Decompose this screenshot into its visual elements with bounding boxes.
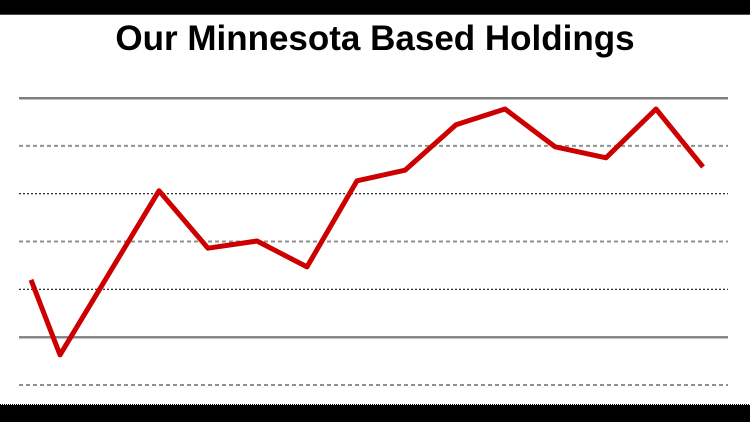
bottom-letterbox-bar [0, 405, 750, 422]
top-letterbox-bar [0, 0, 750, 15]
gif-dither-edge [0, 404, 750, 405]
holdings-series-line [28, 106, 705, 358]
chart-title: Our Minnesota Based Holdings [115, 19, 635, 58]
